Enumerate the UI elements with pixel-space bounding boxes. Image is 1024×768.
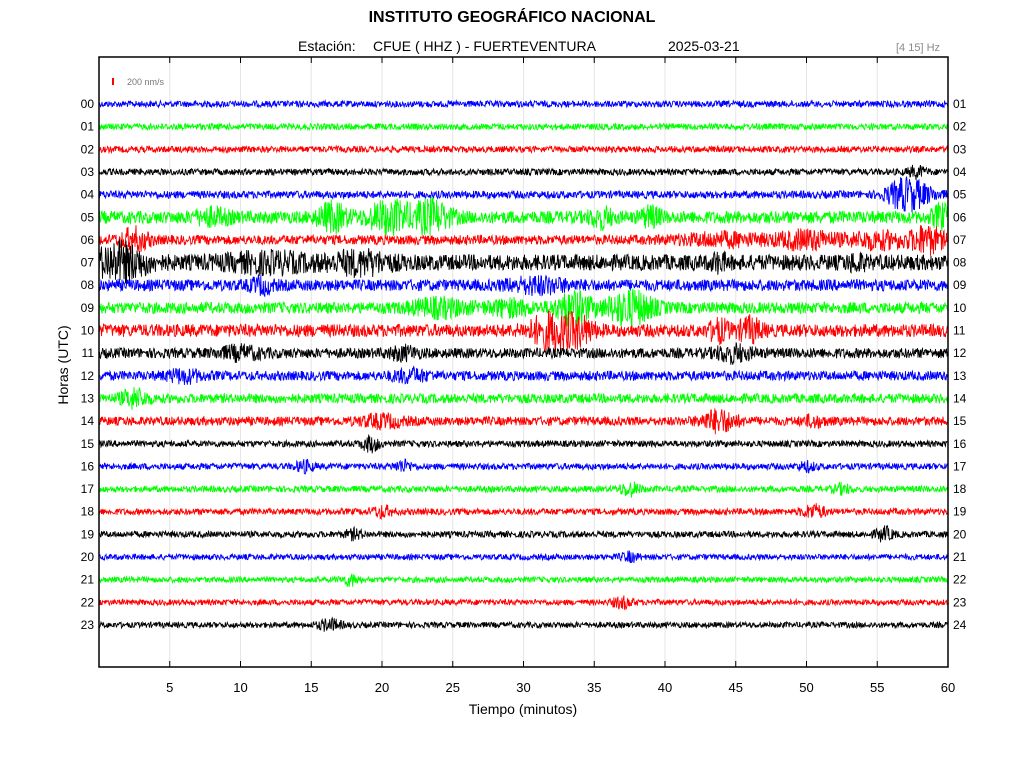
hour-label-left: 12 [81,369,95,383]
x-tick-label: 50 [799,680,813,695]
seismic-trace-hour-21 [98,573,949,588]
seismic-trace-hour-23 [98,616,949,632]
hour-label-right: 14 [953,391,967,405]
hour-label-left: 10 [81,324,95,338]
seismic-traces [98,99,949,632]
hour-label-right: 24 [953,618,967,632]
x-tick-label: 25 [446,680,460,695]
hour-label-right: 21 [953,550,967,564]
hour-label-right: 12 [953,346,967,360]
seismic-trace-hour-22 [98,595,949,611]
hour-label-right: 03 [953,142,967,156]
y-axis-left-ticks: 00 01 02 03 04 05 06 07 08 09 10 11 12 13 14 15 16 17 18 19… [81,97,95,632]
hour-label-right: 16 [953,437,967,451]
hour-label-left: 21 [81,573,95,587]
hour-label-left: 16 [81,459,95,473]
seismic-trace-hour-20 [98,550,949,564]
hour-label-left: 11 [82,346,95,360]
seismic-trace-hour-05 [98,197,949,236]
hour-label-left: 20 [81,550,95,564]
hour-label-left: 19 [81,527,95,541]
hour-label-right: 19 [953,505,967,519]
x-tick-label: 45 [729,680,743,695]
x-tick-label: 20 [375,680,389,695]
x-tick-label: 40 [658,680,672,695]
hour-label-left: 17 [81,482,95,496]
hour-label-left: 14 [81,414,95,428]
x-axis-label: Tiempo (minutos) [469,701,577,717]
y-axis-right-ticks: 01 02 03 04 05 06 07 08 09 10 11 12 13 14 15 16 17 18 19 20… [953,97,967,632]
seismic-trace-hour-15 [98,434,949,454]
seismic-trace-hour-06 [98,225,949,256]
hour-label-left: 01 [81,120,95,134]
hour-label-right: 23 [953,595,967,609]
hour-label-left: 03 [81,165,95,179]
hour-label-right: 05 [953,188,967,202]
hour-label-left: 05 [81,210,95,224]
x-tick-label: 15 [304,680,318,695]
hour-label-right: 04 [953,165,967,179]
chart-date: 2025-03-21 [668,38,740,54]
hour-label-right: 06 [953,210,967,224]
hour-label-right: 15 [953,414,967,428]
hour-label-right: 08 [953,256,967,270]
seismic-trace-hour-07 [98,239,949,286]
x-tick-label: 10 [233,680,247,695]
hour-label-right: 01 [953,97,967,111]
seismic-trace-hour-10 [98,310,949,352]
hour-label-right: 13 [953,369,967,383]
seismic-trace-hour-12 [98,365,949,386]
hour-label-right: 02 [953,120,967,134]
hour-label-right: 18 [953,482,967,496]
hour-label-right: 20 [953,527,967,541]
x-tick-label: 5 [166,680,173,695]
x-tick-label: 35 [587,680,601,695]
seismic-trace-hour-16 [98,458,949,475]
hour-label-left: 02 [81,142,95,156]
filter-band-label: [4 15] Hz [896,42,941,54]
hour-label-right: 07 [953,233,967,247]
hour-label-left: 04 [81,188,95,202]
scale-label: 200 nm/s [127,77,165,87]
hour-label-right: 17 [953,459,967,473]
seismic-trace-hour-11 [98,342,949,365]
seismic-trace-hour-14 [98,408,949,435]
seismic-trace-hour-01 [98,122,949,132]
seismic-trace-hour-00 [98,99,949,109]
hour-label-left: 08 [81,278,95,292]
hour-label-left: 09 [81,301,95,315]
hour-label-right: 10 [953,301,967,315]
chart-title: INSTITUTO GEOGRÁFICO NACIONAL [368,9,656,26]
hour-label-left: 22 [81,595,95,609]
seismic-trace-hour-02 [99,144,949,155]
hour-label-right: 09 [953,278,967,292]
seismic-trace-hour-04 [98,176,949,213]
x-tick-label: 60 [941,680,955,695]
hour-label-left: 06 [81,233,95,247]
hour-label-left: 15 [81,437,95,451]
x-tick-label: 55 [870,680,884,695]
x-tick-label: 30 [516,680,530,695]
seismic-trace-hour-19 [98,524,949,543]
grid-lines [169,57,878,667]
seismic-trace-hour-08 [98,274,949,298]
y-axis-label: Horas (UTC) [55,325,71,404]
seismic-trace-hour-18 [98,503,949,521]
station-label: Estación: [298,38,356,54]
hour-label-left: 18 [81,505,95,519]
seismic-trace-hour-09 [98,288,949,329]
hour-label-right: 11 [953,324,966,338]
seismic-trace-hour-03 [98,164,949,180]
seismic-trace-hour-17 [98,481,949,498]
station-name: CFUE ( HHZ ) - FUERTEVENTURA [373,38,596,54]
hour-label-left: 23 [81,618,95,632]
hour-label-left: 07 [81,256,95,270]
hour-label-left: 13 [81,391,95,405]
hour-label-left: 00 [81,97,95,111]
scale-bar [112,78,114,85]
hour-label-right: 22 [953,573,967,587]
x-axis-ticks: 5 10 15 20 25 30 35 40 45 50 55 60 [166,57,955,695]
seismic-trace-hour-13 [98,387,949,410]
